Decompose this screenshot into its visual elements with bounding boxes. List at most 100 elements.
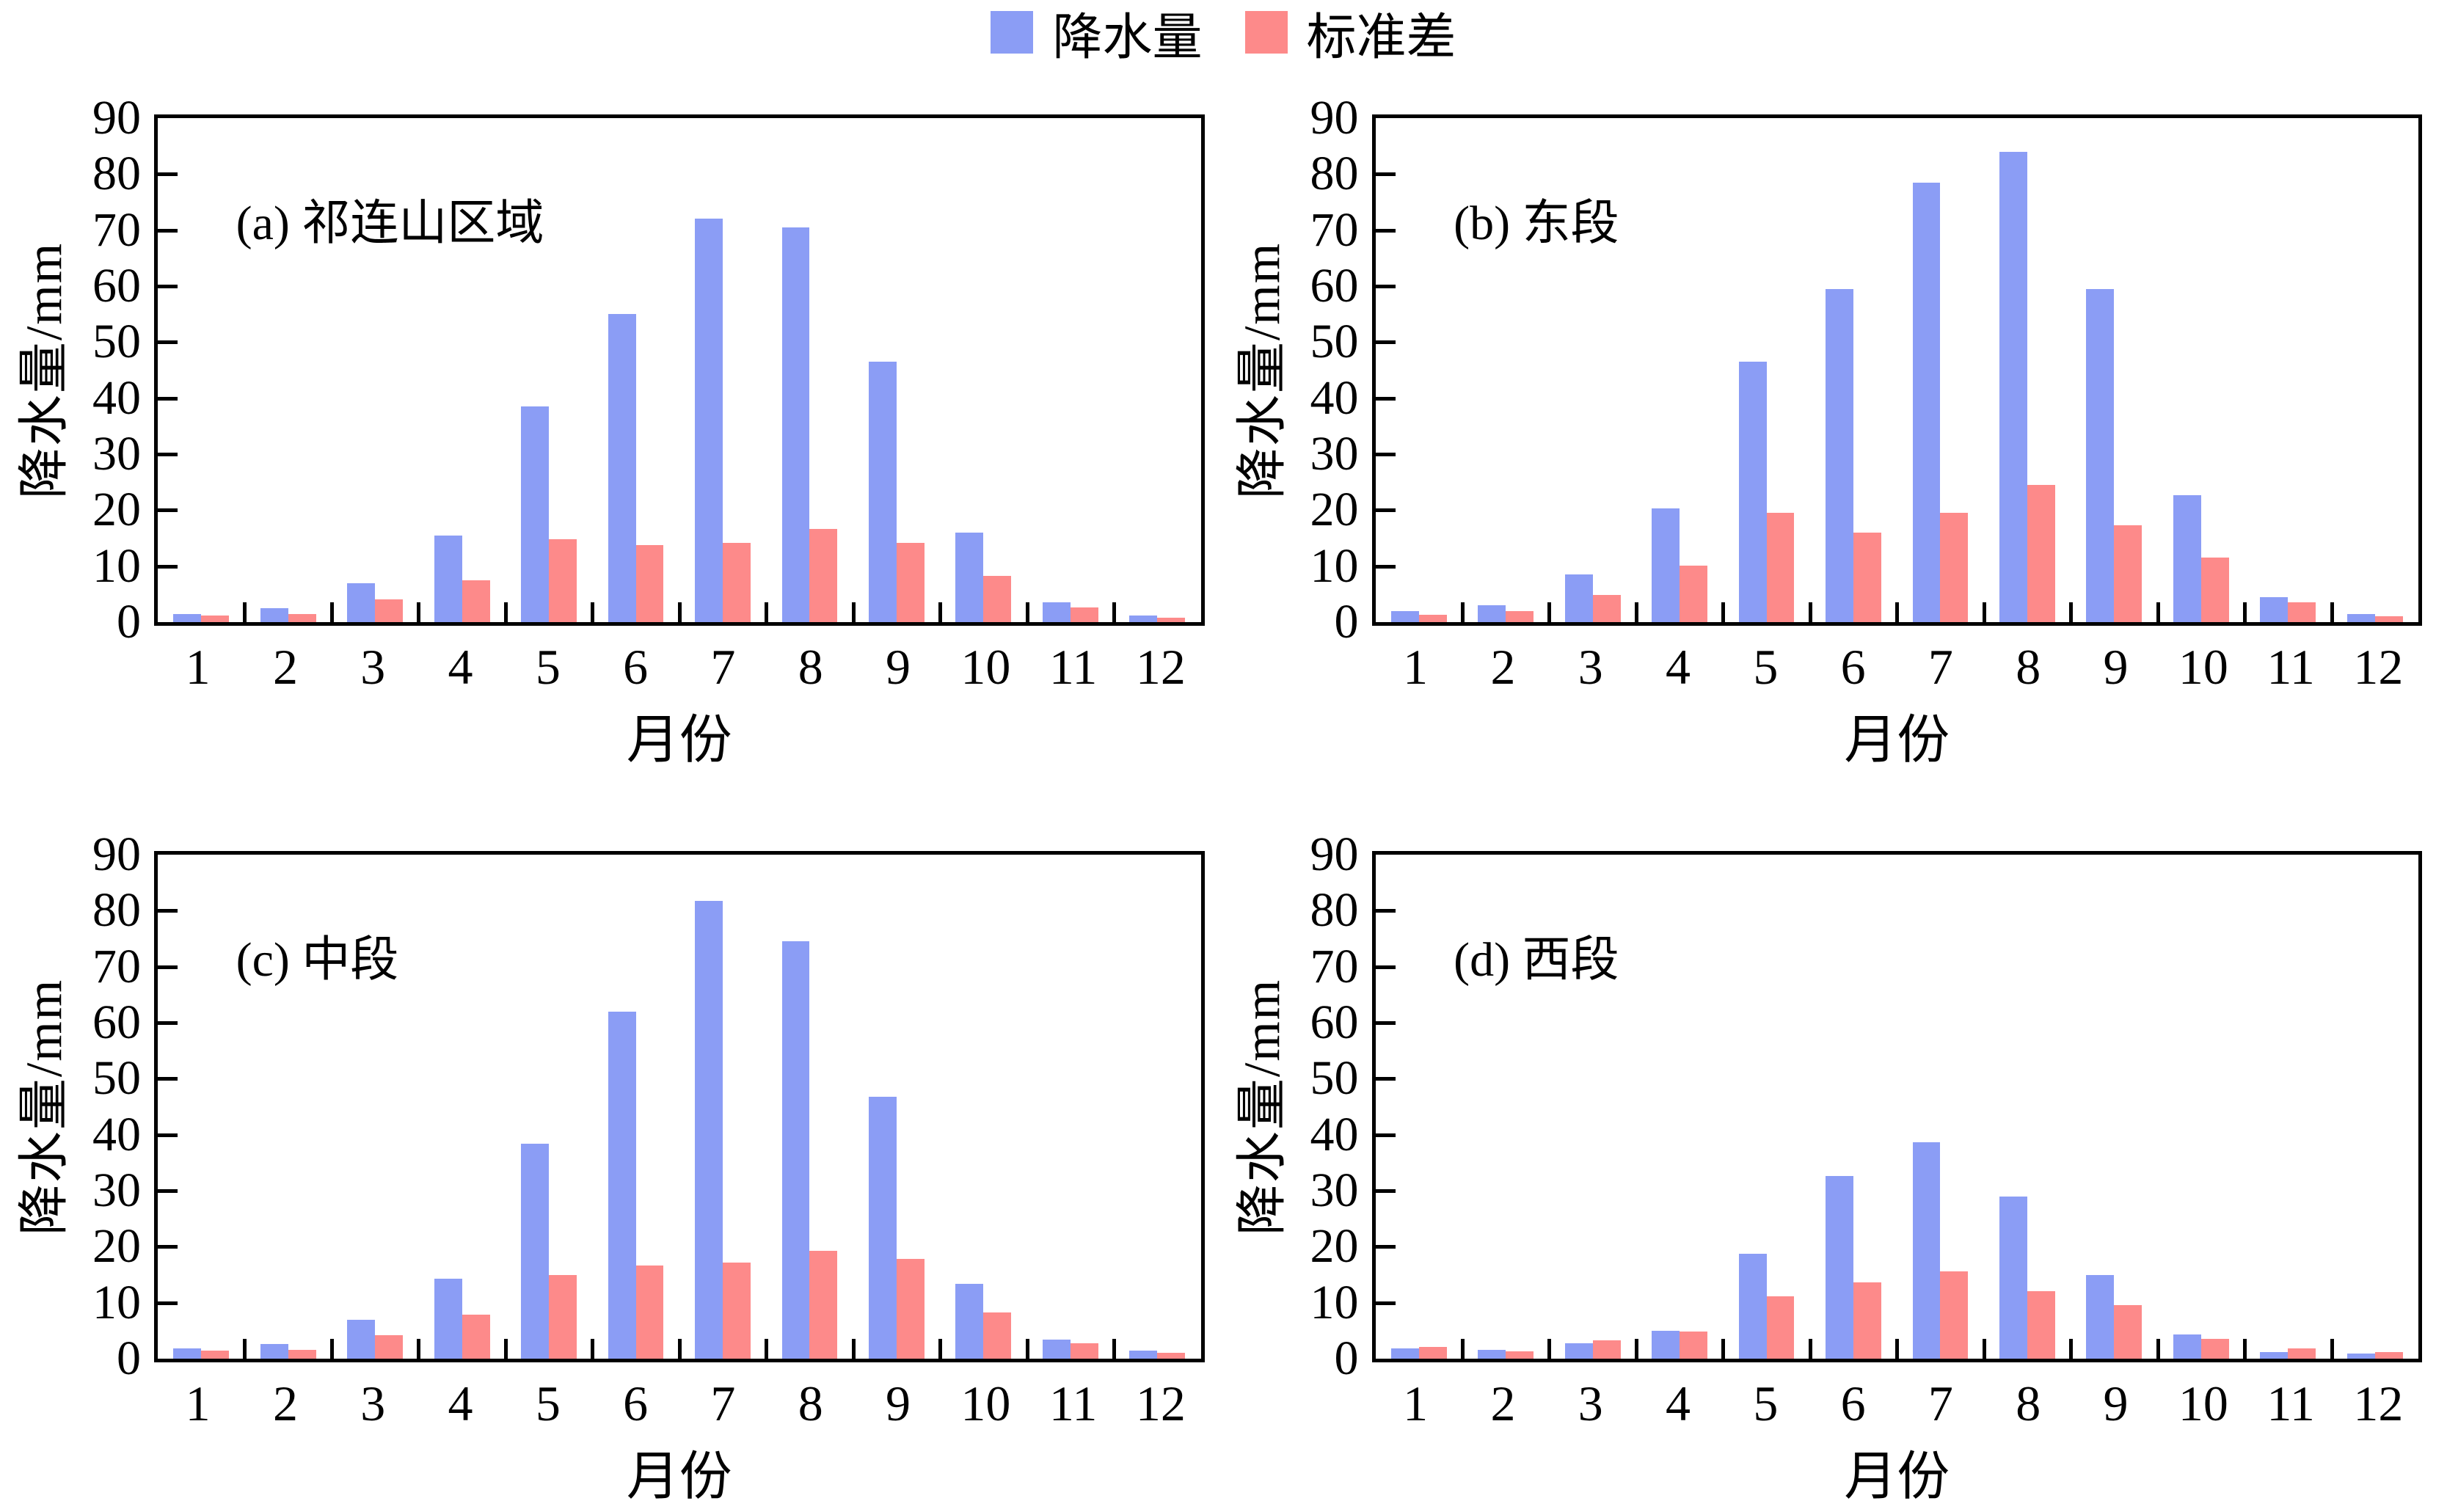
- y-axis-tick: [1375, 965, 1396, 969]
- stddev-bar: [462, 1315, 490, 1359]
- legend-item-precipitation: 降水量: [991, 0, 1203, 69]
- plot-column: (b) 东段 1 2 3 4 5 6 7 8 9 10 11 12 月份: [1371, 114, 2422, 775]
- x-axis-tick: [329, 602, 334, 622]
- precipitation-bar: [2346, 613, 2375, 622]
- precipitation-bar: [781, 941, 810, 1359]
- stddev-bar: [1070, 1343, 1098, 1359]
- y-axis-tick: [158, 1020, 178, 1025]
- y-axis-tick: [158, 228, 178, 233]
- x-tick-label: 4: [448, 1376, 473, 1431]
- legend-label-precipitation: 降水量: [1052, 9, 1203, 65]
- precipitation-bar: [955, 532, 984, 622]
- x-tick-label: 11: [1049, 1376, 1098, 1431]
- stddev-bar: [983, 576, 1012, 622]
- stddev-bar: [1766, 1296, 1795, 1359]
- plot-column: (a) 祁连山区域 1 2 3 4 5 6 7 8 9 10 11 12 月份: [154, 114, 1205, 775]
- x-tick-label: 12: [1135, 639, 1186, 695]
- precipitation-bar: [1478, 605, 1506, 622]
- y-tick-label: 50: [92, 315, 141, 369]
- precipitation-swatch-icon: [991, 11, 1034, 54]
- legend-label-stddev: 标准差: [1306, 9, 1456, 65]
- plot-area: (c) 中段: [154, 851, 1205, 1362]
- plot-column: (d) 西段 1 2 3 4 5 6 7 8 9 10 11 12 月份: [1371, 851, 2423, 1512]
- x-axis-tick: [1025, 602, 1029, 622]
- x-tick-label: 5: [1753, 639, 1779, 695]
- y-axis-tick: [1375, 909, 1396, 913]
- stddev-bar: [288, 1349, 316, 1359]
- x-tick-label: 2: [272, 1376, 298, 1431]
- x-tick-label: 3: [360, 639, 386, 695]
- y-tick-label: 60: [92, 996, 141, 1049]
- x-tick-label: 11: [1049, 639, 1098, 695]
- x-axis-title: 月份: [626, 1447, 732, 1506]
- precipitation-bar: [2173, 494, 2201, 622]
- precipitation-bar: [2260, 1351, 2289, 1359]
- y-axis-tick: [1375, 508, 1396, 513]
- precipitation-bar: [1478, 1349, 1506, 1359]
- stddev-bar: [635, 544, 664, 622]
- precipitation-bar: [1652, 1330, 1680, 1359]
- stddev-bar: [201, 1351, 230, 1359]
- stddev-bar: [2027, 1291, 2055, 1359]
- x-axis-tick: [1808, 602, 1812, 622]
- stddev-bar: [983, 1312, 1012, 1359]
- y-tick-label: 40: [92, 1107, 141, 1161]
- stddev-bar: [2114, 525, 2143, 622]
- x-axis-tick-labels: 1 2 3 4 5 6 7 8 9 10 11 12: [1372, 1370, 2423, 1437]
- stddev-bar: [549, 539, 577, 622]
- stddev-bar: [722, 1262, 751, 1359]
- x-axis-tick: [1721, 602, 1726, 622]
- precipitation-bar: [1129, 615, 1158, 622]
- x-axis-tick: [1634, 1339, 1638, 1359]
- y-axis-title: 降水量/mm: [1234, 978, 1291, 1235]
- precipitation-bar: [2086, 1275, 2115, 1359]
- x-axis-tick: [417, 602, 421, 622]
- stddev-bar: [2288, 602, 2316, 622]
- precipitation-bar: [608, 1011, 636, 1359]
- y-tick-label: 90: [1310, 91, 1359, 145]
- stddev-bar: [2200, 1338, 2229, 1359]
- x-tick-label: 10: [960, 1376, 1011, 1431]
- y-axis-tick-labels: 90 80 70 60 50 40 30 20 10 0: [72, 94, 154, 646]
- x-axis-tick: [1025, 1339, 1029, 1359]
- x-axis-tick: [765, 1339, 769, 1359]
- x-axis-tick: [1634, 602, 1638, 622]
- y-tick-label: 70: [92, 202, 141, 257]
- precipitation-bar: [260, 607, 288, 622]
- x-tick-label: 2: [272, 639, 298, 695]
- y-tick-label: 60: [1310, 259, 1359, 313]
- x-tick-label: 1: [1403, 1376, 1429, 1431]
- precipitation-bar: [868, 1096, 897, 1359]
- stddev-bar: [2200, 558, 2229, 622]
- stddev-bar: [1418, 1346, 1447, 1359]
- y-tick-label: 40: [1310, 1107, 1359, 1161]
- x-tick-label: 2: [1490, 1376, 1516, 1431]
- precipitation-bar: [2086, 288, 2115, 622]
- x-axis-tick: [1982, 602, 1986, 622]
- stddev-bar: [809, 1250, 838, 1359]
- y-tick-label: 70: [1310, 939, 1359, 993]
- stddev-bar: [2027, 484, 2055, 622]
- y-tick-label: 90: [92, 91, 141, 145]
- y-axis-tick-labels: 90 80 70 60 50 40 30 20 10 0: [1290, 830, 1372, 1383]
- y-tick-label: 0: [117, 1332, 141, 1385]
- x-axis-tick: [851, 602, 856, 622]
- x-tick-label: 10: [960, 639, 1011, 695]
- x-axis-tick: [1895, 602, 1900, 622]
- y-tick-label: 50: [92, 1051, 141, 1106]
- precipitation-bar: [521, 1143, 550, 1359]
- stddev-bar: [1506, 1351, 1534, 1359]
- stddev-bar: [2114, 1304, 2143, 1359]
- y-axis-title: 降水量/mm: [16, 241, 73, 499]
- y-axis-tick: [158, 452, 178, 456]
- y-axis-title-cell: 降水量/mm: [7, 114, 73, 626]
- y-axis-tick: [158, 1133, 178, 1137]
- x-axis-tick: [1808, 1339, 1812, 1359]
- x-tick-label: 11: [2267, 1376, 2315, 1431]
- y-axis-tick: [158, 564, 178, 569]
- x-tick-label: 8: [798, 639, 823, 695]
- x-axis-tick: [503, 1339, 508, 1359]
- y-tick-label: 70: [92, 939, 141, 993]
